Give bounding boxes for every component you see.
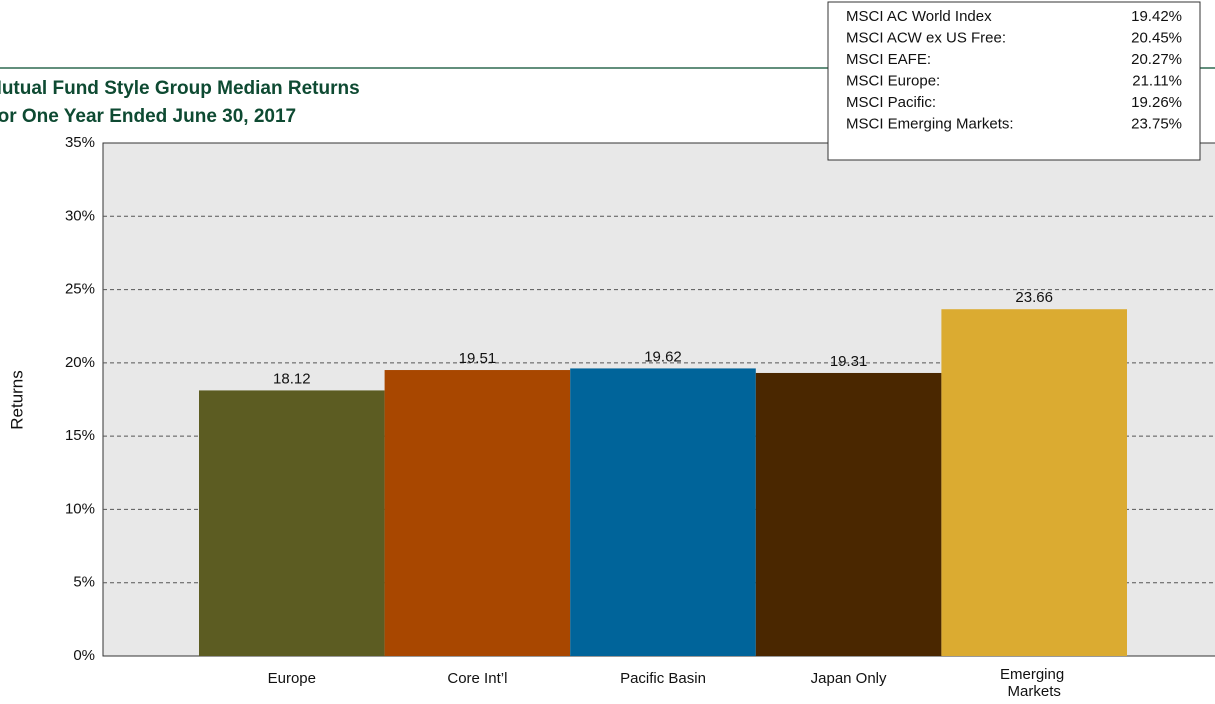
- chart-title: Mutual Fund Style Group Median Returns: [0, 78, 360, 99]
- y-tick-label: 35%: [65, 134, 95, 151]
- x-tick-label: Core Int’l: [447, 670, 507, 687]
- x-tick-label-line: Emerging: [1000, 666, 1068, 683]
- index-name: MSCI ACW ex US Free:: [846, 29, 1006, 46]
- value-label: 23.66: [1015, 289, 1053, 306]
- value-label: 18.12: [273, 370, 311, 387]
- bar: [384, 370, 571, 656]
- x-tick-label-line: Markets: [1008, 683, 1061, 700]
- index-value: 20.45%: [1131, 29, 1182, 46]
- index-name: MSCI Pacific:: [846, 94, 936, 111]
- index-value: 21.11%: [1132, 72, 1182, 89]
- y-tick-label: 30%: [65, 207, 95, 224]
- bar: [941, 309, 1127, 656]
- index-value: 19.26%: [1131, 94, 1182, 111]
- chart-subtitle: For One Year Ended June 30, 2017: [0, 106, 296, 127]
- y-tick-label: 5%: [73, 574, 95, 591]
- index-value: 19.42%: [1131, 8, 1182, 25]
- index-value: 20.27%: [1131, 51, 1182, 68]
- y-tick-label: 25%: [65, 281, 95, 298]
- index-name: MSCI Emerging Markets:: [846, 115, 1014, 132]
- y-tick-label: 15%: [65, 427, 95, 444]
- value-label: 19.62: [644, 348, 682, 365]
- x-tick-label: Europe: [268, 670, 316, 687]
- x-tick-label: Emerging Markets: [1000, 666, 1068, 700]
- value-label: 19.51: [459, 350, 497, 367]
- bar: [755, 372, 942, 656]
- index-name: MSCI AC World Index: [846, 8, 992, 25]
- y-tick-label: 20%: [65, 354, 95, 371]
- index-name: MSCI Europe:: [846, 72, 940, 89]
- x-tick-label: Japan Only: [811, 670, 887, 687]
- value-label: 19.31: [830, 353, 868, 370]
- index-table-box: [827, 1, 1201, 161]
- y-tick-label: 10%: [65, 500, 95, 517]
- index-name: MSCI EAFE:: [846, 51, 931, 68]
- index-value: 23.75%: [1131, 115, 1182, 132]
- bar: [570, 368, 756, 656]
- y-tick-label: 0%: [73, 647, 95, 664]
- y-axis-label: Returns: [7, 370, 26, 430]
- x-tick-label: Pacific Basin: [620, 670, 706, 687]
- bar: [199, 390, 385, 656]
